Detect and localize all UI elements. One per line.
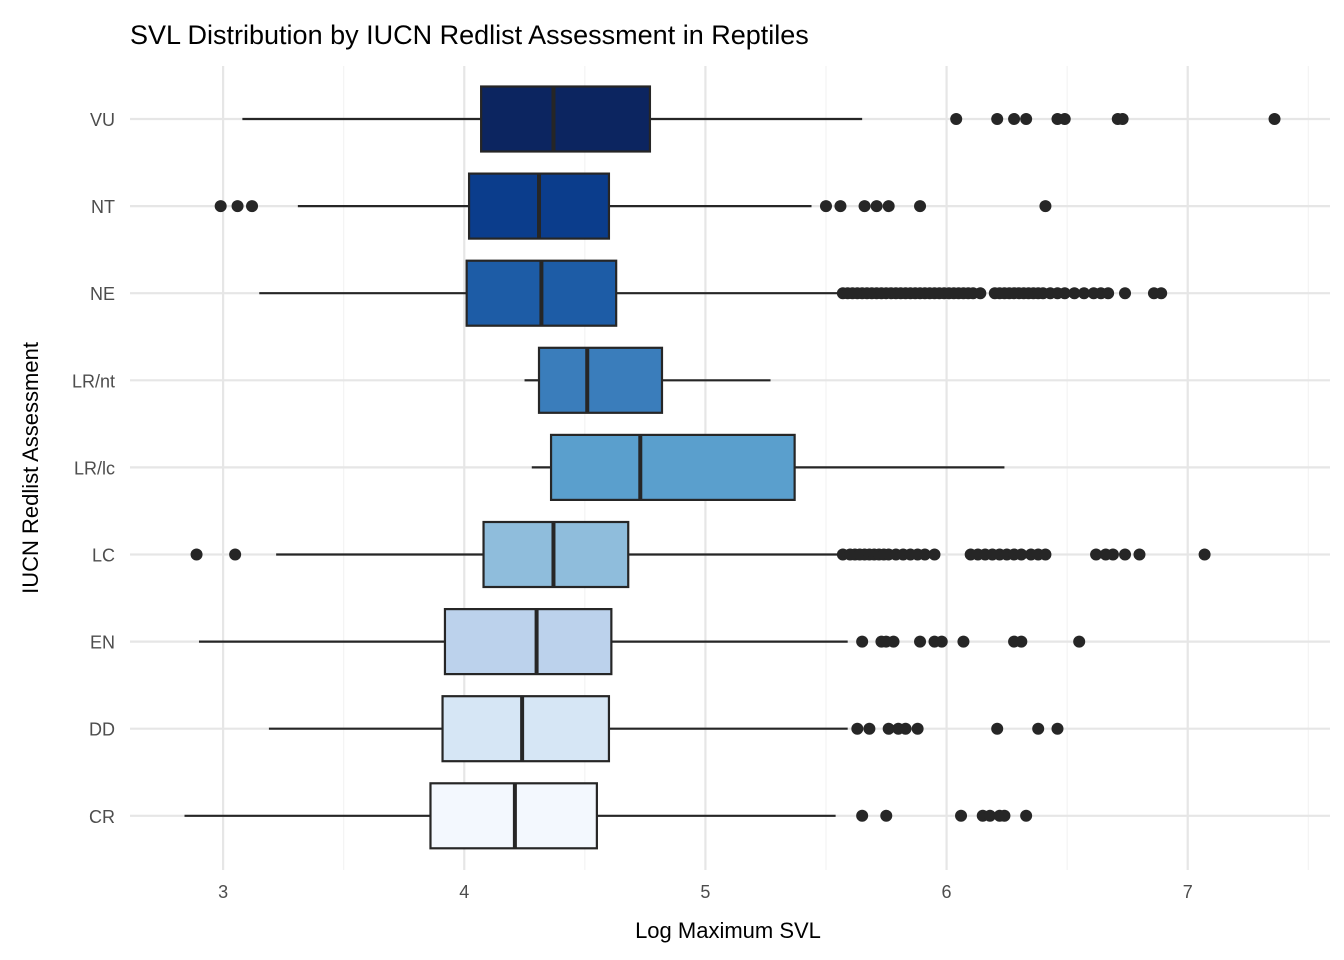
outlier-point [1020,113,1033,125]
box-lc [190,520,1211,589]
outlier-point [882,722,895,735]
box-ne [259,259,1168,327]
y-tick-label-nt: NT [91,197,115,217]
outlier-point [1032,722,1045,735]
outlier-point [1073,635,1086,648]
boxes [184,85,1281,850]
outlier-point [1090,548,1103,561]
iqr-box [443,607,613,676]
x-axis-title: Log Maximum SVL [635,918,821,943]
outlier-point [991,722,1004,735]
outlier-point [882,200,895,213]
outlier-point [870,200,883,213]
box-dd [268,695,1064,763]
box-lr-lc [531,433,1005,501]
outlier-point [974,287,987,300]
outlier-point [957,635,970,648]
outlier-point [1058,113,1071,125]
outlier-point [1015,548,1028,561]
outlier-point [1020,809,1033,822]
outlier-point [246,200,259,213]
y-axis-title: IUCN Redlist Assessment [18,342,43,594]
outlier-point [887,635,900,648]
outlier-point [914,635,927,648]
x-tick-labels: 3 4 5 6 7 [218,882,1193,902]
iqr-box [482,520,630,589]
outlier-point [914,200,927,213]
outlier-point [819,200,832,213]
y-tick-label-en: EN [90,633,115,653]
x-tick-label: 7 [1183,882,1193,902]
iqr-box [480,85,652,153]
y-tick-labels: VU NT NE LR/nt LR/lc LC EN DD CR [72,110,115,827]
outlier-point [856,809,869,822]
outlier-point [190,548,203,561]
outlier-point [1198,548,1211,561]
box-nt [214,172,1052,240]
outlier-point [1106,548,1119,561]
outlier-point [911,722,924,735]
outlier-point [1039,200,1052,213]
iqr-box [537,346,664,414]
outlier-point [1078,287,1091,300]
outlier-point [858,200,871,213]
y-tick-label-vu: VU [90,110,115,130]
y-tick-label-lr-nt: LR/nt [72,371,115,391]
x-tick-label: 3 [218,882,228,902]
outlier-point [1068,287,1081,300]
outlier-point [214,200,227,213]
outlier-point [231,200,244,213]
outlier-point [863,722,876,735]
outlier-point [1119,548,1132,561]
outlier-point [1155,287,1168,300]
outlier-point [998,809,1011,822]
outlier-point [991,113,1004,125]
box-en [198,607,1086,676]
outlier-point [1058,287,1071,300]
box-cr [184,782,1033,850]
iqr-box [549,433,796,501]
outlier-point [928,548,941,561]
x-tick-label: 5 [700,882,710,902]
outlier-point [950,113,963,125]
outlier-point [955,809,968,822]
outlier-point [1008,113,1021,125]
x-tick-label: 4 [459,882,469,902]
outlier-point [1116,113,1129,125]
y-tick-label-dd: DD [89,720,115,740]
outlier-point [880,809,893,822]
outlier-point [834,200,847,213]
outlier-point [1133,548,1146,561]
y-tick-label-lc: LC [92,546,115,566]
outlier-point [1268,113,1281,125]
box-vu [242,85,1281,153]
y-tick-label-lr-lc: LR/lc [74,458,115,478]
outlier-point [899,722,912,735]
outlier-point [918,548,931,561]
y-tick-label-ne: NE [90,284,115,304]
outlier-point [1039,548,1052,561]
box-lr-nt [524,346,771,414]
outlier-point [1051,722,1064,735]
outlier-point [983,809,996,822]
outlier-point [935,635,948,648]
outlier-point [1102,287,1115,300]
outlier-point [1119,287,1132,300]
iqr-box [441,695,611,763]
outlier-point [851,722,864,735]
y-tick-label-cr: CR [89,807,115,827]
chart-title: SVL Distribution by IUCN Redlist Assessm… [130,20,809,50]
outlier-point [1015,635,1028,648]
outlier-point [229,548,242,561]
outlier-point [856,635,869,648]
x-tick-label: 6 [942,882,952,902]
